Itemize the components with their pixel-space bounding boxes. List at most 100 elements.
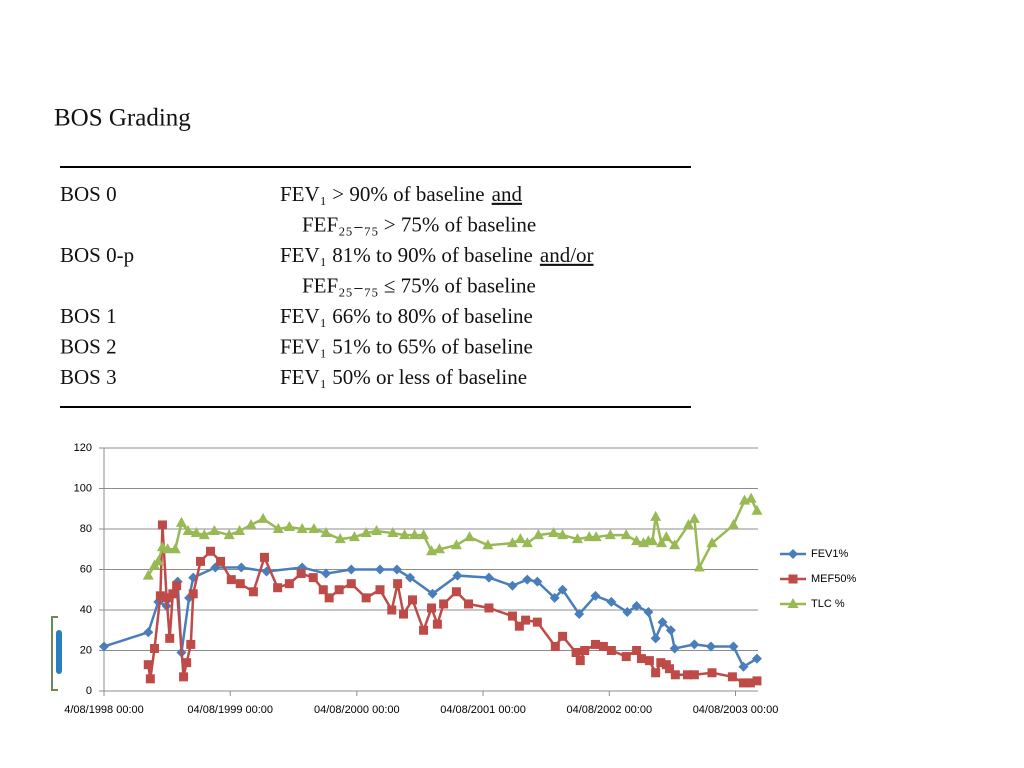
marker	[273, 583, 283, 593]
grading-table: BOS 0 FEV₁ > 90% of baseline and FEF₂₅₋₇₅ >…	[60, 182, 594, 389]
marker	[651, 668, 661, 678]
marker	[143, 627, 154, 638]
marker	[157, 520, 167, 530]
marker	[532, 529, 544, 540]
marker	[361, 593, 371, 603]
marker	[507, 611, 517, 621]
marker	[165, 633, 175, 643]
criterion: FEV₁ 81% to 90% of baseline	[280, 243, 533, 267]
grade: BOS 0	[60, 182, 117, 206]
marker	[155, 591, 165, 601]
marker	[664, 664, 674, 674]
marker	[604, 529, 616, 540]
marker	[706, 537, 718, 548]
marker	[308, 523, 320, 533]
marker	[419, 625, 429, 635]
marker	[149, 643, 159, 653]
marker	[621, 652, 631, 662]
marker	[682, 670, 692, 680]
marker	[657, 617, 668, 628]
marker	[371, 525, 383, 536]
x-tick-label: 04/08/1999 00:00	[187, 704, 273, 716]
marker	[245, 518, 257, 529]
grade: BOS 2	[60, 334, 117, 358]
legend-marker	[788, 574, 798, 584]
marker	[514, 621, 524, 631]
marker	[571, 533, 583, 544]
marker	[348, 531, 360, 542]
y-tick-label: 60	[80, 563, 92, 575]
marker	[632, 646, 642, 655]
y-tick-label: 20	[80, 644, 92, 656]
marker	[598, 641, 608, 651]
legend-marker	[788, 549, 798, 559]
marker	[650, 633, 661, 644]
marker	[308, 573, 318, 583]
x-tick-label: 04/08/2000 00:00	[314, 704, 400, 716]
marker	[606, 596, 617, 607]
marker	[321, 568, 332, 579]
criterion: FEV₁ > 90% of baseline	[280, 182, 485, 206]
marker	[738, 661, 749, 672]
criterion: FEF₂₅₋₇₅ > 75% of baseline	[302, 212, 536, 236]
marker	[550, 641, 560, 651]
grade: BOS 3	[60, 365, 117, 389]
marker	[728, 641, 739, 652]
criterion: FEV₁ 66% to 80% of baseline	[280, 304, 533, 328]
marker	[223, 529, 235, 540]
marker	[284, 579, 294, 589]
marker	[334, 533, 346, 544]
marker	[387, 527, 399, 538]
marker	[751, 504, 763, 515]
y-tick-label: 0	[86, 685, 92, 697]
partial-shape	[56, 630, 62, 674]
x-tick-label: 04/08/2001 00:00	[440, 704, 526, 716]
marker	[450, 539, 462, 550]
marker	[182, 525, 194, 536]
marker	[334, 585, 344, 595]
marker	[179, 672, 189, 682]
marker	[283, 520, 295, 531]
marker	[407, 595, 417, 605]
marker	[606, 646, 616, 655]
marker	[548, 527, 560, 538]
marker	[670, 670, 680, 680]
marker	[727, 518, 739, 529]
x-tick-label: 04/08/2003 00:00	[693, 704, 779, 716]
marker	[575, 656, 585, 666]
marker	[521, 615, 531, 625]
marker	[636, 654, 646, 664]
marker	[234, 525, 246, 536]
marker	[532, 576, 543, 587]
x-tick-label: 4/08/1998 00:00	[64, 704, 144, 716]
x-tick-label: 04/08/2002 00:00	[566, 704, 652, 716]
marker	[620, 529, 632, 540]
marker	[226, 575, 236, 585]
series-line	[103, 566, 758, 669]
marker	[752, 676, 762, 686]
marker	[705, 641, 716, 652]
marker	[190, 527, 202, 538]
marker	[688, 512, 700, 523]
marker	[374, 564, 385, 575]
marker	[660, 531, 672, 542]
marker	[188, 589, 198, 599]
marker	[452, 570, 463, 581]
marker	[464, 599, 474, 609]
marker	[206, 546, 216, 556]
slide-title: BOS Grading	[54, 105, 191, 132]
marker	[145, 674, 155, 684]
marker	[647, 535, 659, 546]
marker	[433, 543, 445, 554]
chart: 0 20 40 60 80 100 120 4/08/1998 00:00 04/08/1999…	[64, 442, 856, 716]
legend-marker	[787, 598, 799, 608]
marker	[656, 658, 666, 668]
marker	[172, 581, 182, 591]
marker	[557, 529, 569, 540]
marker	[631, 600, 642, 611]
marker	[235, 579, 245, 589]
marker	[257, 512, 269, 523]
marker	[320, 527, 332, 538]
marker	[643, 607, 654, 618]
marker	[393, 579, 403, 589]
